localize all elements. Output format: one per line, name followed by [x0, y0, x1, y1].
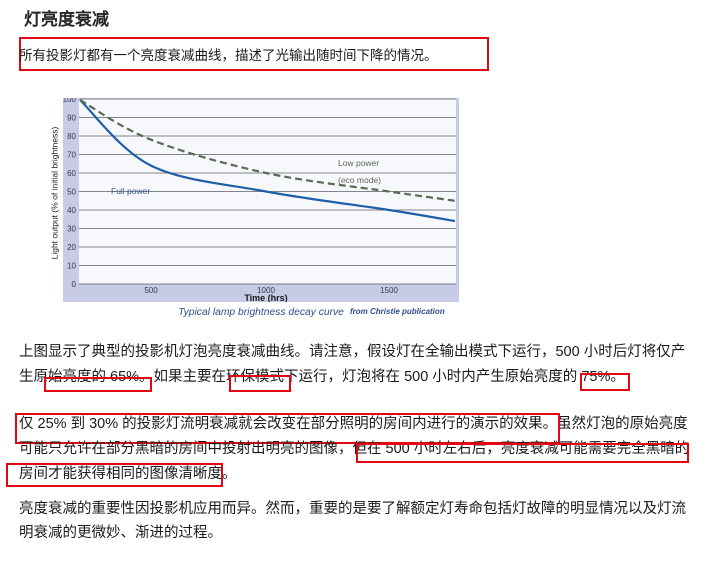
svg-text:20: 20: [67, 243, 76, 252]
svg-text:60: 60: [67, 169, 76, 178]
svg-text:40: 40: [67, 206, 76, 215]
svg-text:1500: 1500: [380, 286, 398, 295]
svg-text:100: 100: [63, 98, 77, 104]
svg-text:50: 50: [67, 188, 76, 197]
svg-text:0: 0: [72, 280, 77, 289]
svg-text:Time (hrs): Time (hrs): [244, 293, 287, 302]
svg-text:500: 500: [144, 286, 158, 295]
svg-text:10: 10: [67, 262, 76, 271]
svg-text:Low power: Low power: [338, 158, 379, 168]
svg-text:(eco mode): (eco mode): [338, 175, 381, 185]
svg-text:Full power: Full power: [111, 186, 150, 196]
svg-text:90: 90: [67, 114, 76, 123]
svg-text:70: 70: [67, 151, 76, 160]
svg-text:30: 30: [67, 225, 76, 234]
svg-text:80: 80: [67, 132, 76, 141]
